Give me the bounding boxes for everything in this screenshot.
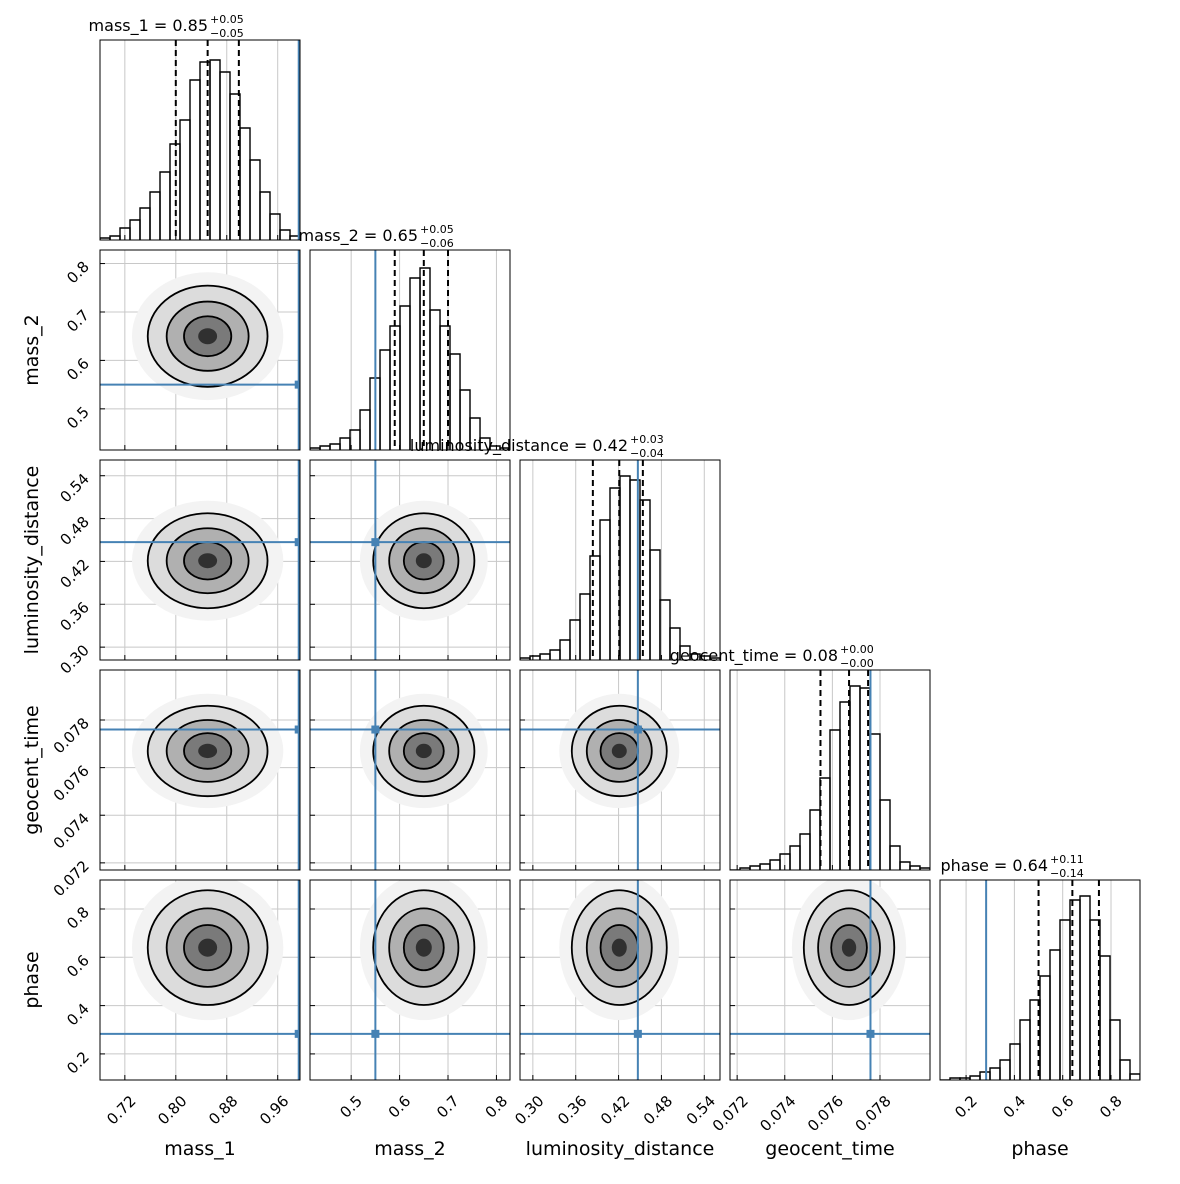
hist-bar xyxy=(889,845,901,870)
truth-point xyxy=(371,725,380,734)
panel-frame xyxy=(519,459,721,661)
panel-title: mass_1 = 0.85 xyxy=(89,16,208,36)
x-axis-label: mass_2 xyxy=(374,1138,446,1160)
x-axis-label: mass_1 xyxy=(164,1138,236,1160)
title-lower: −0.05 xyxy=(210,27,244,40)
hist-bar xyxy=(669,627,681,660)
hist-bar xyxy=(469,417,481,450)
density-contour xyxy=(611,938,627,957)
hist-bar xyxy=(289,235,300,240)
panel xyxy=(520,880,720,1080)
panel xyxy=(310,880,510,1080)
panel-frame xyxy=(99,879,301,1081)
panel-frame xyxy=(99,669,301,871)
x-axis-label: phase xyxy=(1011,1138,1068,1160)
truth-point xyxy=(866,1029,875,1038)
panel xyxy=(310,460,510,660)
panel xyxy=(310,250,510,450)
panel-frame xyxy=(309,249,511,451)
panel-title: luminosity_distance = 0.42 xyxy=(410,436,628,456)
title-upper: +0.05 xyxy=(210,13,244,26)
title-upper: +0.05 xyxy=(420,223,454,236)
panel-title: geocent_time = 0.08 xyxy=(670,646,838,666)
title-upper: +0.03 xyxy=(630,433,664,446)
hist-bar xyxy=(1109,1019,1121,1080)
title-upper: +0.00 xyxy=(840,643,874,656)
hist-bar xyxy=(919,867,930,870)
title-lower: −0.00 xyxy=(840,657,874,670)
panel-title: mass_2 = 0.65 xyxy=(299,226,418,246)
truth-point xyxy=(294,725,300,734)
panel xyxy=(520,670,720,870)
density-contour xyxy=(415,938,432,957)
hist-bar xyxy=(679,645,691,660)
panel xyxy=(730,670,930,870)
hist-bar xyxy=(879,799,891,870)
panel-frame xyxy=(729,669,931,871)
panel-frame xyxy=(939,879,1141,1081)
truth-point xyxy=(294,380,300,389)
panel xyxy=(100,670,300,870)
hist-bar xyxy=(499,447,510,450)
panel xyxy=(100,250,300,450)
density-contour xyxy=(198,328,218,345)
panel-frame xyxy=(519,879,721,1081)
density-contour xyxy=(415,743,432,759)
panel xyxy=(100,40,300,240)
panel xyxy=(730,880,930,1080)
panel-frame xyxy=(729,879,931,1081)
hist-bar xyxy=(1119,1059,1131,1080)
x-axis-label: geocent_time xyxy=(765,1138,894,1160)
hist-bar xyxy=(279,229,291,240)
panel xyxy=(310,670,510,870)
hist-bar xyxy=(1099,955,1111,1080)
panel-frame xyxy=(309,879,511,1081)
panel xyxy=(100,460,300,660)
panel-title: phase = 0.64 xyxy=(941,856,1048,875)
truth-point xyxy=(371,1029,380,1038)
hist-bar xyxy=(1129,1073,1140,1080)
y-axis-label: luminosity_distance xyxy=(21,466,43,655)
hist-bar xyxy=(479,437,491,450)
truth-point xyxy=(633,725,642,734)
panel-frame xyxy=(309,459,511,661)
title-lower: −0.14 xyxy=(1050,867,1084,880)
truth-point xyxy=(371,538,380,547)
hist-bar xyxy=(269,213,281,240)
title-lower: −0.06 xyxy=(420,237,454,250)
title-lower: −0.04 xyxy=(630,447,664,460)
panel-frame xyxy=(99,249,301,451)
truth-point xyxy=(294,1029,300,1038)
y-axis-label: phase xyxy=(21,951,43,1008)
truth-point xyxy=(294,538,300,547)
panel xyxy=(100,880,300,1080)
y-axis-label: geocent_time xyxy=(21,705,43,834)
title-upper: +0.11 xyxy=(1050,853,1084,866)
truth-point xyxy=(633,1029,642,1038)
y-axis-label: mass_2 xyxy=(21,314,43,386)
x-axis-label: luminosity_distance xyxy=(526,1138,715,1160)
panel xyxy=(520,460,720,660)
density-contour xyxy=(415,553,432,569)
density-contour xyxy=(198,553,218,569)
density-contour xyxy=(198,743,218,759)
density-contour xyxy=(198,938,218,957)
density-contour xyxy=(611,743,627,759)
density-contour xyxy=(841,938,857,957)
hist-bar xyxy=(709,657,720,660)
panel-frame xyxy=(309,669,511,871)
panel-frame xyxy=(99,39,301,241)
panel-frame xyxy=(519,669,721,871)
panel xyxy=(940,880,1140,1080)
panel-frame xyxy=(99,459,301,661)
